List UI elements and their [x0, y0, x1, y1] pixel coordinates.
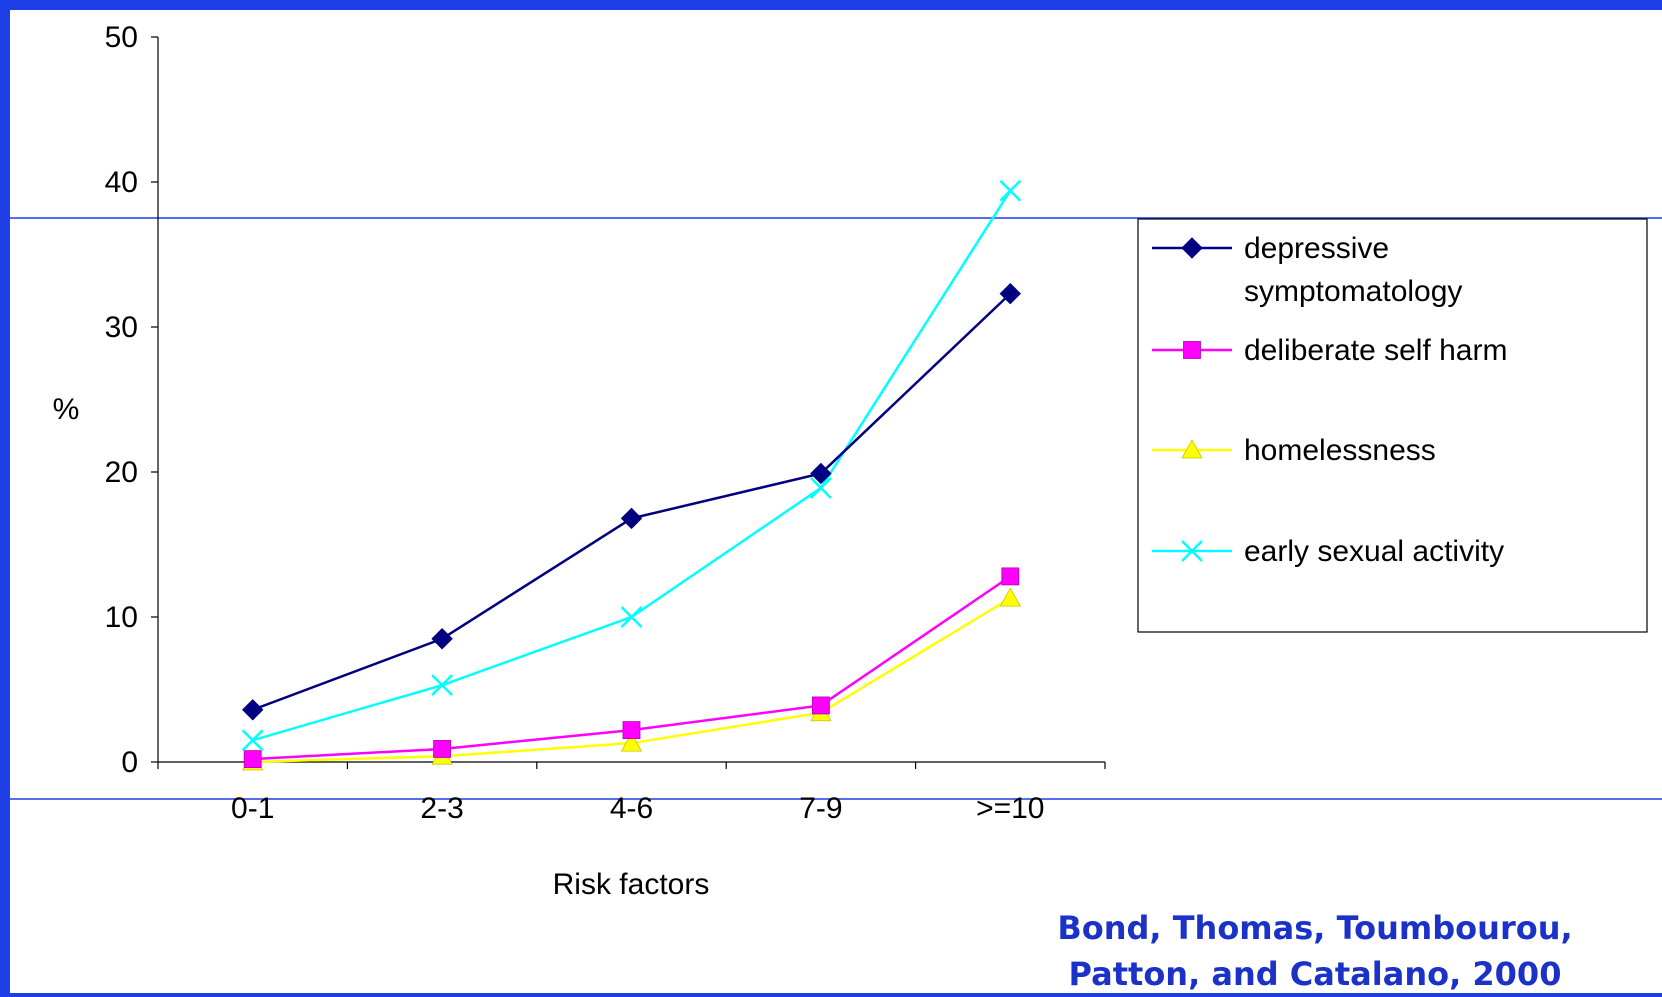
- line-chart: 0 10 20 30 40 50 0-1 2-3 4-6 7-9 >=10 % Risk facto…: [10, 21, 1662, 901]
- y-tick-label: 50: [105, 21, 138, 54]
- data-point: [243, 750, 262, 768]
- series-depressive-symptomatology: [241, 282, 1022, 721]
- legend-marker: [1181, 540, 1203, 562]
- series-deliberate-self-harm: [243, 567, 1020, 768]
- legend-marker: [1181, 237, 1203, 259]
- data-point: [620, 606, 643, 628]
- x-tick-label: 2-3: [420, 792, 463, 825]
- legend: depressive symptomatology deliberate self …: [1137, 218, 1648, 633]
- x-marker-stroke: [620, 606, 643, 628]
- data-point: [812, 696, 830, 715]
- x-tick-label: 4-6: [610, 792, 653, 825]
- x-tick-label: 0-1: [231, 792, 274, 825]
- series-line: [252, 292, 1012, 711]
- data-point: [431, 674, 453, 697]
- series-line: [252, 190, 1012, 742]
- y-tick-label: 0: [121, 746, 138, 779]
- data-point: [431, 628, 453, 650]
- x-axis-label: Risk factors: [553, 868, 710, 901]
- legend-label: homelessness: [1244, 434, 1436, 467]
- data-point: [999, 179, 1022, 202]
- x-marker-stroke: [1181, 540, 1203, 562]
- series-early-sexual-activity: [241, 179, 1022, 752]
- citation-line-2: Patton, and Catalano, 2000: [1068, 955, 1562, 993]
- legend-item: homelessness: [1152, 434, 1436, 467]
- legend-label: depressive: [1244, 232, 1389, 265]
- legend-label: symptomatology: [1244, 275, 1462, 308]
- x-tick-label: 7-9: [799, 792, 842, 825]
- data-point: [433, 740, 452, 758]
- y-tick-label: 10: [105, 601, 138, 634]
- data-point: [620, 732, 643, 752]
- data-point: [810, 477, 832, 499]
- legend-label: early sexual activity: [1244, 535, 1504, 568]
- data-point: [810, 462, 832, 485]
- legend-marker: [1183, 341, 1201, 359]
- citation-line-1: Bond, Thomas, Toumbourou,: [1057, 909, 1573, 947]
- data-point: [1001, 567, 1020, 586]
- x-tick-label: >=10: [976, 792, 1044, 825]
- legend-box: [1137, 218, 1648, 633]
- legend-item: early sexual activity: [1152, 535, 1504, 568]
- x-marker-stroke: [810, 477, 832, 499]
- legend-item: deliberate self harm: [1152, 334, 1507, 367]
- y-tick-label: 40: [105, 166, 138, 199]
- legend-marker: [1181, 439, 1203, 459]
- legend-label: deliberate self harm: [1244, 334, 1507, 367]
- legend-item: depressive symptomatology: [1152, 232, 1462, 308]
- slide: 0 10 20 30 40 50 0-1 2-3 4-6 7-9 >=10 % Risk facto…: [10, 10, 1662, 993]
- citation: Bond, Thomas, Toumbourou, Patton, and Ca…: [1000, 905, 1630, 997]
- data-point: [622, 721, 641, 739]
- x-marker-stroke: [431, 674, 453, 697]
- data-point: [999, 282, 1022, 305]
- y-tick-label: 20: [105, 456, 138, 489]
- data-point: [241, 699, 264, 721]
- x-marker-stroke: [999, 179, 1022, 202]
- data-point: [999, 587, 1021, 607]
- data-point: [241, 729, 264, 752]
- x-marker-stroke: [241, 729, 264, 752]
- data-point: [620, 507, 643, 530]
- y-tick-label: 30: [105, 311, 138, 344]
- y-axis-label: %: [53, 393, 80, 426]
